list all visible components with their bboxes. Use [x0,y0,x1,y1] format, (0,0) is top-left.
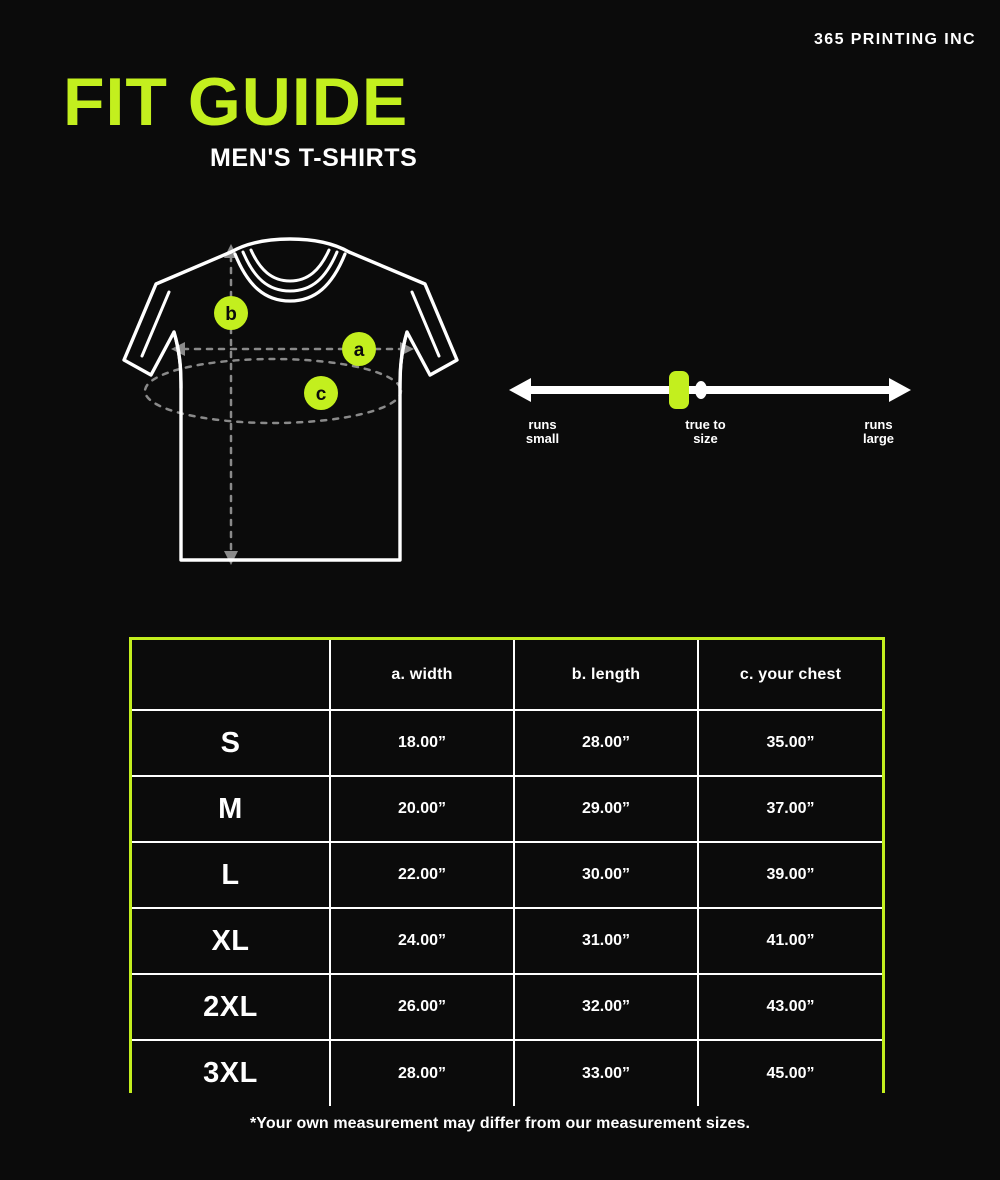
cell-chest: 35.00” [697,709,882,777]
tshirt-illustration: a b c [122,237,459,565]
cell-length: 30.00” [513,841,699,909]
scale-label-runs-large: runs large [862,417,895,446]
cell-chest: 41.00” [697,907,882,975]
measurement-disclaimer: *Your own measurement may differ from ou… [249,1115,751,1132]
cell-width: 24.00” [329,907,515,975]
scale-marker[interactable] [669,371,689,409]
cell-length: 33.00” [513,1039,699,1106]
width-dimension-line [171,342,414,356]
table-row: 2XL 26.00” 32.00” 43.00” [132,973,882,1041]
cell-chest: 39.00” [697,841,882,909]
fit-scale-bar [509,371,911,409]
cell-length: 28.00” [513,709,699,777]
length-dimension-line [224,244,238,565]
cell-size: 2XL [132,973,331,1041]
cell-size: S [132,709,331,777]
collar-outer [233,252,347,303]
cell-size: XL [132,907,331,975]
scale-arrow-right [889,378,911,402]
table-row: 3XL 28.00” 33.00” 45.00” [132,1039,882,1106]
cell-length: 29.00” [513,775,699,843]
cell-width: 20.00” [329,775,515,843]
scale-label-true-to-size: true to size [685,417,726,446]
cell-size: M [132,775,331,843]
cell-chest: 37.00” [697,775,882,843]
fit-scale: runs small true to size runs large [495,360,925,480]
right-sleeve-seam [398,330,409,390]
table-header-width: a. width [329,640,515,711]
scale-label-runs-small: runs small [525,417,560,446]
table-header-size [132,640,331,711]
page-subtitle: MEN'S T-SHIRTS [210,144,418,172]
table-row: XL 24.00” 31.00” 41.00” [132,907,882,975]
table-row: L 22.00” 30.00” 39.00” [132,841,882,909]
brand-name: 365 PRINTING INC [814,31,976,48]
left-sleeve-seam [172,330,183,390]
tshirt-body-outline [122,237,459,562]
marker-c: c [304,376,338,410]
cell-length: 32.00” [513,973,699,1041]
marker-c-label: c [316,384,327,405]
marker-b: b [214,296,248,330]
right-cuff-line [410,290,441,358]
marker-a: a [342,332,376,366]
table-row: M 20.00” 29.00” 37.00” [132,775,882,843]
table-header-chest: c. your chest [697,640,882,711]
marker-b-label: b [225,304,237,325]
collar-inner [249,248,331,283]
cell-width: 22.00” [329,841,515,909]
cell-size: 3XL [132,1039,331,1106]
cell-chest: 45.00” [697,1039,882,1106]
cell-length: 31.00” [513,907,699,975]
left-cuff-line [140,290,171,358]
size-chart-table: a. width b. length c. your chest S 18.00… [129,637,885,1106]
table-header-length: b. length [513,640,699,711]
cell-chest: 43.00” [697,973,882,1041]
scale-arrow-left [509,378,531,402]
chest-dimension-ellipse [143,357,403,425]
cell-width: 26.00” [329,973,515,1041]
cell-size: L [132,841,331,909]
table-header-row: a. width b. length c. your chest [132,640,882,711]
table-row: S 18.00” 28.00” 35.00” [132,709,882,777]
scale-center-dot [695,381,707,399]
cell-width: 18.00” [329,709,515,777]
collar-middle [241,250,339,293]
tshirt-diagram: a b c [85,228,505,588]
marker-a-label: a [354,340,365,361]
cell-width: 28.00” [329,1039,515,1106]
page-title: FIT GUIDE [63,64,409,140]
